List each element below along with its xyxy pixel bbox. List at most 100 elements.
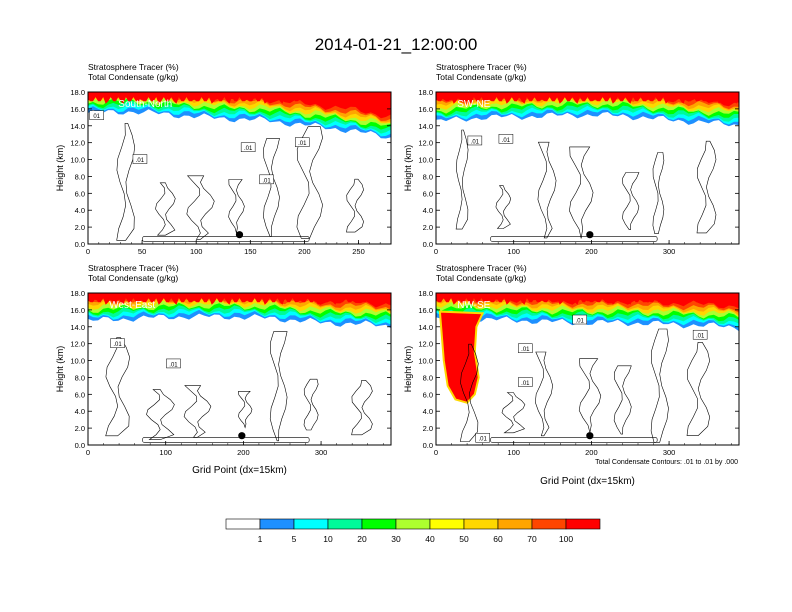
panel-subtitle-condensate: Total Condensate (g/kg) <box>436 273 526 283</box>
y-tick-label: 2.0 <box>75 223 85 232</box>
y-tick-label: 10.0 <box>418 156 433 165</box>
plot-area: .01 .01 <box>88 293 391 445</box>
y-tick-label: 2.0 <box>423 223 433 232</box>
colorbar-swatch <box>293 518 329 530</box>
colorbar-swatch <box>361 518 397 530</box>
y-tick-label: 14.0 <box>70 122 85 131</box>
y-tick-label: 16.0 <box>70 105 85 114</box>
y-tick-label: 4.0 <box>423 206 433 215</box>
tracer-core <box>88 293 391 305</box>
panel-subtitle-tracer: Stratosphere Tracer (%) <box>88 62 179 72</box>
y-tick-label: 18.0 <box>70 88 85 97</box>
colorbar-label: 10 <box>323 534 333 544</box>
condensate-contour <box>613 365 632 435</box>
panel-subtitle-tracer: Stratosphere Tracer (%) <box>436 263 527 273</box>
x-tick-label: 300 <box>663 247 676 256</box>
y-tick-label: 6.0 <box>423 189 433 198</box>
colorbar-label: 30 <box>391 534 401 544</box>
condensate-contour <box>146 389 175 440</box>
x-tick-label: 300 <box>663 448 676 457</box>
condensate-contour <box>537 141 557 239</box>
x-tick-label: 0 <box>86 247 90 256</box>
y-tick-label: 8.0 <box>75 172 85 181</box>
condensate-contour <box>455 129 469 230</box>
x-tick-label: 250 <box>352 247 365 256</box>
condensate-contour <box>263 138 280 237</box>
colorbar-label: 60 <box>493 534 503 544</box>
location-marker <box>235 231 244 239</box>
contour-label-box <box>498 134 514 144</box>
contour-label: .01 <box>262 178 271 184</box>
colorbar-swatch <box>395 518 431 530</box>
tracer-core <box>88 92 391 104</box>
panel-subtitle-tracer: Stratosphere Tracer (%) <box>88 263 179 273</box>
y-axis-label: Height (km) <box>403 346 413 393</box>
x-tick-label: 300 <box>315 448 328 457</box>
condensate-contour <box>228 179 245 234</box>
x-tick-label: 200 <box>298 247 311 256</box>
y-tick-label: 0.0 <box>75 441 85 450</box>
colorbar-label: 20 <box>357 534 367 544</box>
panel-label: West-East <box>109 300 155 311</box>
contour-label: .01 <box>136 158 145 164</box>
contour-label: .01 <box>502 138 511 144</box>
x-tick-label: 100 <box>507 247 520 256</box>
x-tick-label: 50 <box>138 247 146 256</box>
panel-3: Stratosphere Tracer (%)Total Condensate … <box>55 263 392 476</box>
y-tick-label: 18.0 <box>418 289 433 298</box>
condensate-contour <box>501 392 526 434</box>
boundary-layer-contour <box>142 236 310 242</box>
colorbar-label: 70 <box>527 534 537 544</box>
colorbar-swatch <box>463 518 499 530</box>
condensate-contour <box>186 175 215 240</box>
condensate-contour <box>495 185 512 229</box>
colorbar: 1 5 10 20 30 40 50 60 70 100 <box>225 518 601 544</box>
plot-frame <box>435 292 740 446</box>
contour-label-box <box>467 135 483 146</box>
y-tick-label: 18.0 <box>418 88 433 97</box>
tropopause-fold <box>438 310 485 404</box>
x-axis-label: Grid Point (dx=15km) <box>540 476 635 487</box>
y-tick-label: 6.0 <box>423 390 433 399</box>
contour-label-box <box>132 154 148 164</box>
boundary-layer-contour <box>490 236 658 242</box>
colorbar-label: 5 <box>292 534 297 544</box>
contour-label: .01 <box>244 146 253 152</box>
y-tick-label: 14.0 <box>70 323 85 332</box>
plot-area: .01 .01 .01 .01 .01 <box>436 293 739 445</box>
x-axis-label: Grid Point (dx=15km) <box>192 465 287 476</box>
condensate-contour <box>569 146 594 239</box>
x-tick-label: 200 <box>585 247 598 256</box>
colorbar-swatch <box>225 518 261 530</box>
condensate-contour <box>269 331 288 442</box>
y-tick-label: 0.0 <box>423 441 433 450</box>
x-tick-label: 0 <box>86 448 90 457</box>
y-tick-label: 8.0 <box>423 373 433 382</box>
condensate-contour <box>578 358 602 433</box>
y-tick-label: 10.0 <box>70 156 85 165</box>
x-tick-label: 200 <box>237 448 250 457</box>
y-tick-label: 10.0 <box>418 357 433 366</box>
colorbar-label: 40 <box>425 534 435 544</box>
x-tick-label: 200 <box>585 448 598 457</box>
tracer-core <box>436 293 739 305</box>
plot-area: 01 .01 .01 .01 .01 <box>88 92 391 244</box>
location-marker <box>586 231 594 239</box>
y-tick-label: 6.0 <box>75 189 85 198</box>
y-axis-label: Height (km) <box>55 346 65 393</box>
y-tick-label: 14.0 <box>418 122 433 131</box>
contour-note: Total Condensate Contours: .01 to .01 by… <box>595 459 738 466</box>
contour-label: .01 <box>298 141 307 147</box>
contour-label-box <box>692 329 708 340</box>
panel-label: NW-SE <box>457 300 490 311</box>
panel-subtitle-condensate: Total Condensate (g/kg) <box>436 72 526 82</box>
y-tick-label: 16.0 <box>418 105 433 114</box>
contour-label: .01 <box>521 381 530 387</box>
condensate-contour <box>116 123 136 241</box>
tracer-band-9 <box>88 92 391 119</box>
condensate-contour <box>183 385 212 438</box>
colorbar-swatch <box>531 518 567 530</box>
y-tick-label: 12.0 <box>418 139 433 148</box>
colorbar-swatch <box>259 518 295 530</box>
